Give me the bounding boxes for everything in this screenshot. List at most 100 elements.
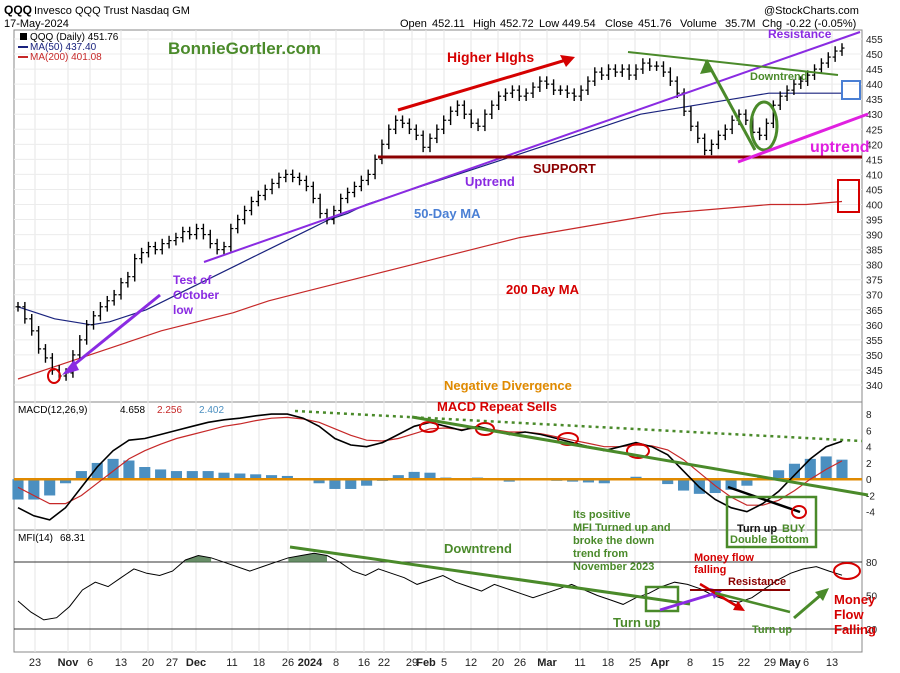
mfi-panel-frame	[13, 529, 863, 653]
macd-legend: MACD(12,26,9) 4.658 2.256 2.402	[18, 405, 224, 416]
x-label-13: 13	[115, 657, 127, 669]
ma200-marker-box	[837, 179, 860, 213]
mfi-line	[17, 552, 843, 621]
price-tick-380: 380	[866, 261, 883, 272]
mfi-turn-up-label: Turn up	[613, 615, 660, 630]
x-label-11: 11	[226, 657, 237, 669]
legend-ma200: MA(200) 401.08	[30, 52, 102, 63]
mfi-overbought-area	[288, 553, 327, 563]
macd-histogram-bar	[250, 474, 262, 480]
close-value: 451.76	[638, 18, 672, 30]
mfi-turn-up-box	[644, 585, 680, 613]
test-october-label-3: low	[173, 303, 194, 317]
test-october-arrow	[69, 293, 161, 370]
macd-tick-2: 2	[866, 459, 872, 470]
price-tick-435: 435	[866, 95, 883, 106]
x-label-12: 12	[465, 657, 477, 669]
macd-histogram-bar	[313, 479, 325, 484]
downtrend-steep-arrowhead	[700, 60, 712, 74]
price-annotations: BonnieGortler.com Higher HIghs Uptrend R…	[47, 27, 870, 393]
price-tick-425: 425	[866, 125, 883, 136]
ma50-label: 50-Day MA	[414, 206, 481, 221]
price-tick-345: 345	[866, 366, 883, 377]
macd-histogram-bar	[281, 475, 293, 480]
x-label-20: 20	[142, 657, 154, 669]
price-tick-365: 365	[866, 306, 883, 317]
chart-date: 17-May-2024	[4, 18, 69, 30]
money-flow-red-arrow	[699, 582, 741, 610]
price-tick-340: 340	[866, 381, 883, 392]
macd-tick-0: 0	[866, 475, 872, 486]
x-label-29: 29	[406, 657, 418, 669]
macd-histogram-bar	[725, 479, 737, 490]
downtrend-label: Downtrend	[750, 71, 807, 83]
macd-legend-signal: 2.256	[157, 405, 182, 416]
x-label-13: 13	[826, 657, 838, 669]
mfi-resistance-label: Resistance	[728, 576, 786, 588]
macd-tick--2: -2	[866, 491, 875, 502]
price-tick-400: 400	[866, 200, 883, 211]
price-tick-385: 385	[866, 246, 883, 257]
mfi-turn-up-small-label: Turn up	[752, 624, 792, 636]
macd-downtrend-line	[411, 415, 869, 497]
macd-legend-hist: 2.402	[199, 405, 224, 416]
x-label-22: 22	[738, 657, 750, 669]
x-label-15: 15	[712, 657, 724, 669]
ma50-marker-box	[841, 80, 861, 100]
high-value: 452.72	[500, 18, 534, 30]
macd-histogram-bar	[662, 479, 674, 485]
mfi-note-line-5: November 2023	[573, 561, 654, 573]
macd-histogram-bar	[392, 475, 404, 480]
mfi-axis: 80 50 20	[866, 558, 878, 636]
price-tick-455: 455	[866, 35, 883, 46]
double-bottom-ellipse	[749, 100, 779, 152]
macd-histogram-bar	[75, 471, 87, 480]
support-label: SUPPORT	[533, 161, 596, 176]
mfi-note-line-1: Its positive	[573, 509, 630, 521]
uptrend-label: Uptrend	[465, 174, 515, 189]
x-label-11: 11	[574, 657, 585, 669]
price-tick-370: 370	[866, 291, 883, 302]
uptrend-line	[203, 31, 861, 263]
macd-histogram-bar	[408, 471, 420, 480]
money-flow-falling-3: Falling	[834, 622, 876, 637]
macd-histogram-bar	[123, 460, 135, 480]
price-tick-350: 350	[866, 351, 883, 362]
macd-histogram-bar	[424, 472, 436, 480]
negative-divergence-line	[294, 409, 863, 443]
x-label-25: 25	[629, 657, 641, 669]
money-flow-falling-2: Flow	[834, 607, 864, 622]
mfi-tick-50: 50	[866, 592, 878, 603]
test-october-label-2: October	[173, 288, 219, 302]
macd-repeat-sells-label: MACD Repeat Sells	[437, 399, 557, 414]
close-label: Close	[605, 18, 633, 30]
macd-tick-4: 4	[866, 443, 872, 454]
uptrend-right-label: uptrend	[810, 139, 870, 156]
mfi-green-up-arrow	[793, 592, 823, 620]
mfi-tick-80: 80	[866, 558, 878, 569]
macd-histogram-bar	[186, 471, 198, 480]
macd-tick-6: 6	[866, 426, 872, 437]
mfi-downtrend-label: Downtrend	[444, 541, 512, 556]
macd-histogram-bar	[345, 479, 357, 489]
legend-ma50: MA(50) 437.40	[30, 42, 97, 53]
money-flow-falling-1: Money	[834, 592, 876, 607]
macd-histogram-bar	[677, 479, 690, 491]
macd-decline-line	[727, 485, 801, 514]
mfi-short-downtrend	[714, 591, 791, 614]
ma200-line	[17, 200, 843, 380]
x-label-18: 18	[602, 657, 614, 669]
chg-value: -0.22 (-0.05%)	[786, 18, 856, 30]
downtrend-steep-line	[704, 59, 757, 151]
x-label-20: 20	[492, 657, 504, 669]
price-tick-440: 440	[866, 80, 883, 91]
high-label: High	[473, 18, 496, 30]
price-tick-420: 420	[866, 140, 883, 151]
macd-histogram-bar	[170, 471, 183, 480]
macd-histogram-bar	[598, 479, 610, 484]
ma200-line-group	[17, 200, 843, 380]
x-label-mar: Mar	[537, 657, 557, 669]
instrument-name: Invesco QQQ Trust Nasdaq GM	[34, 5, 190, 17]
macd-histogram-bar	[28, 479, 40, 500]
x-label-feb: Feb	[416, 657, 436, 669]
